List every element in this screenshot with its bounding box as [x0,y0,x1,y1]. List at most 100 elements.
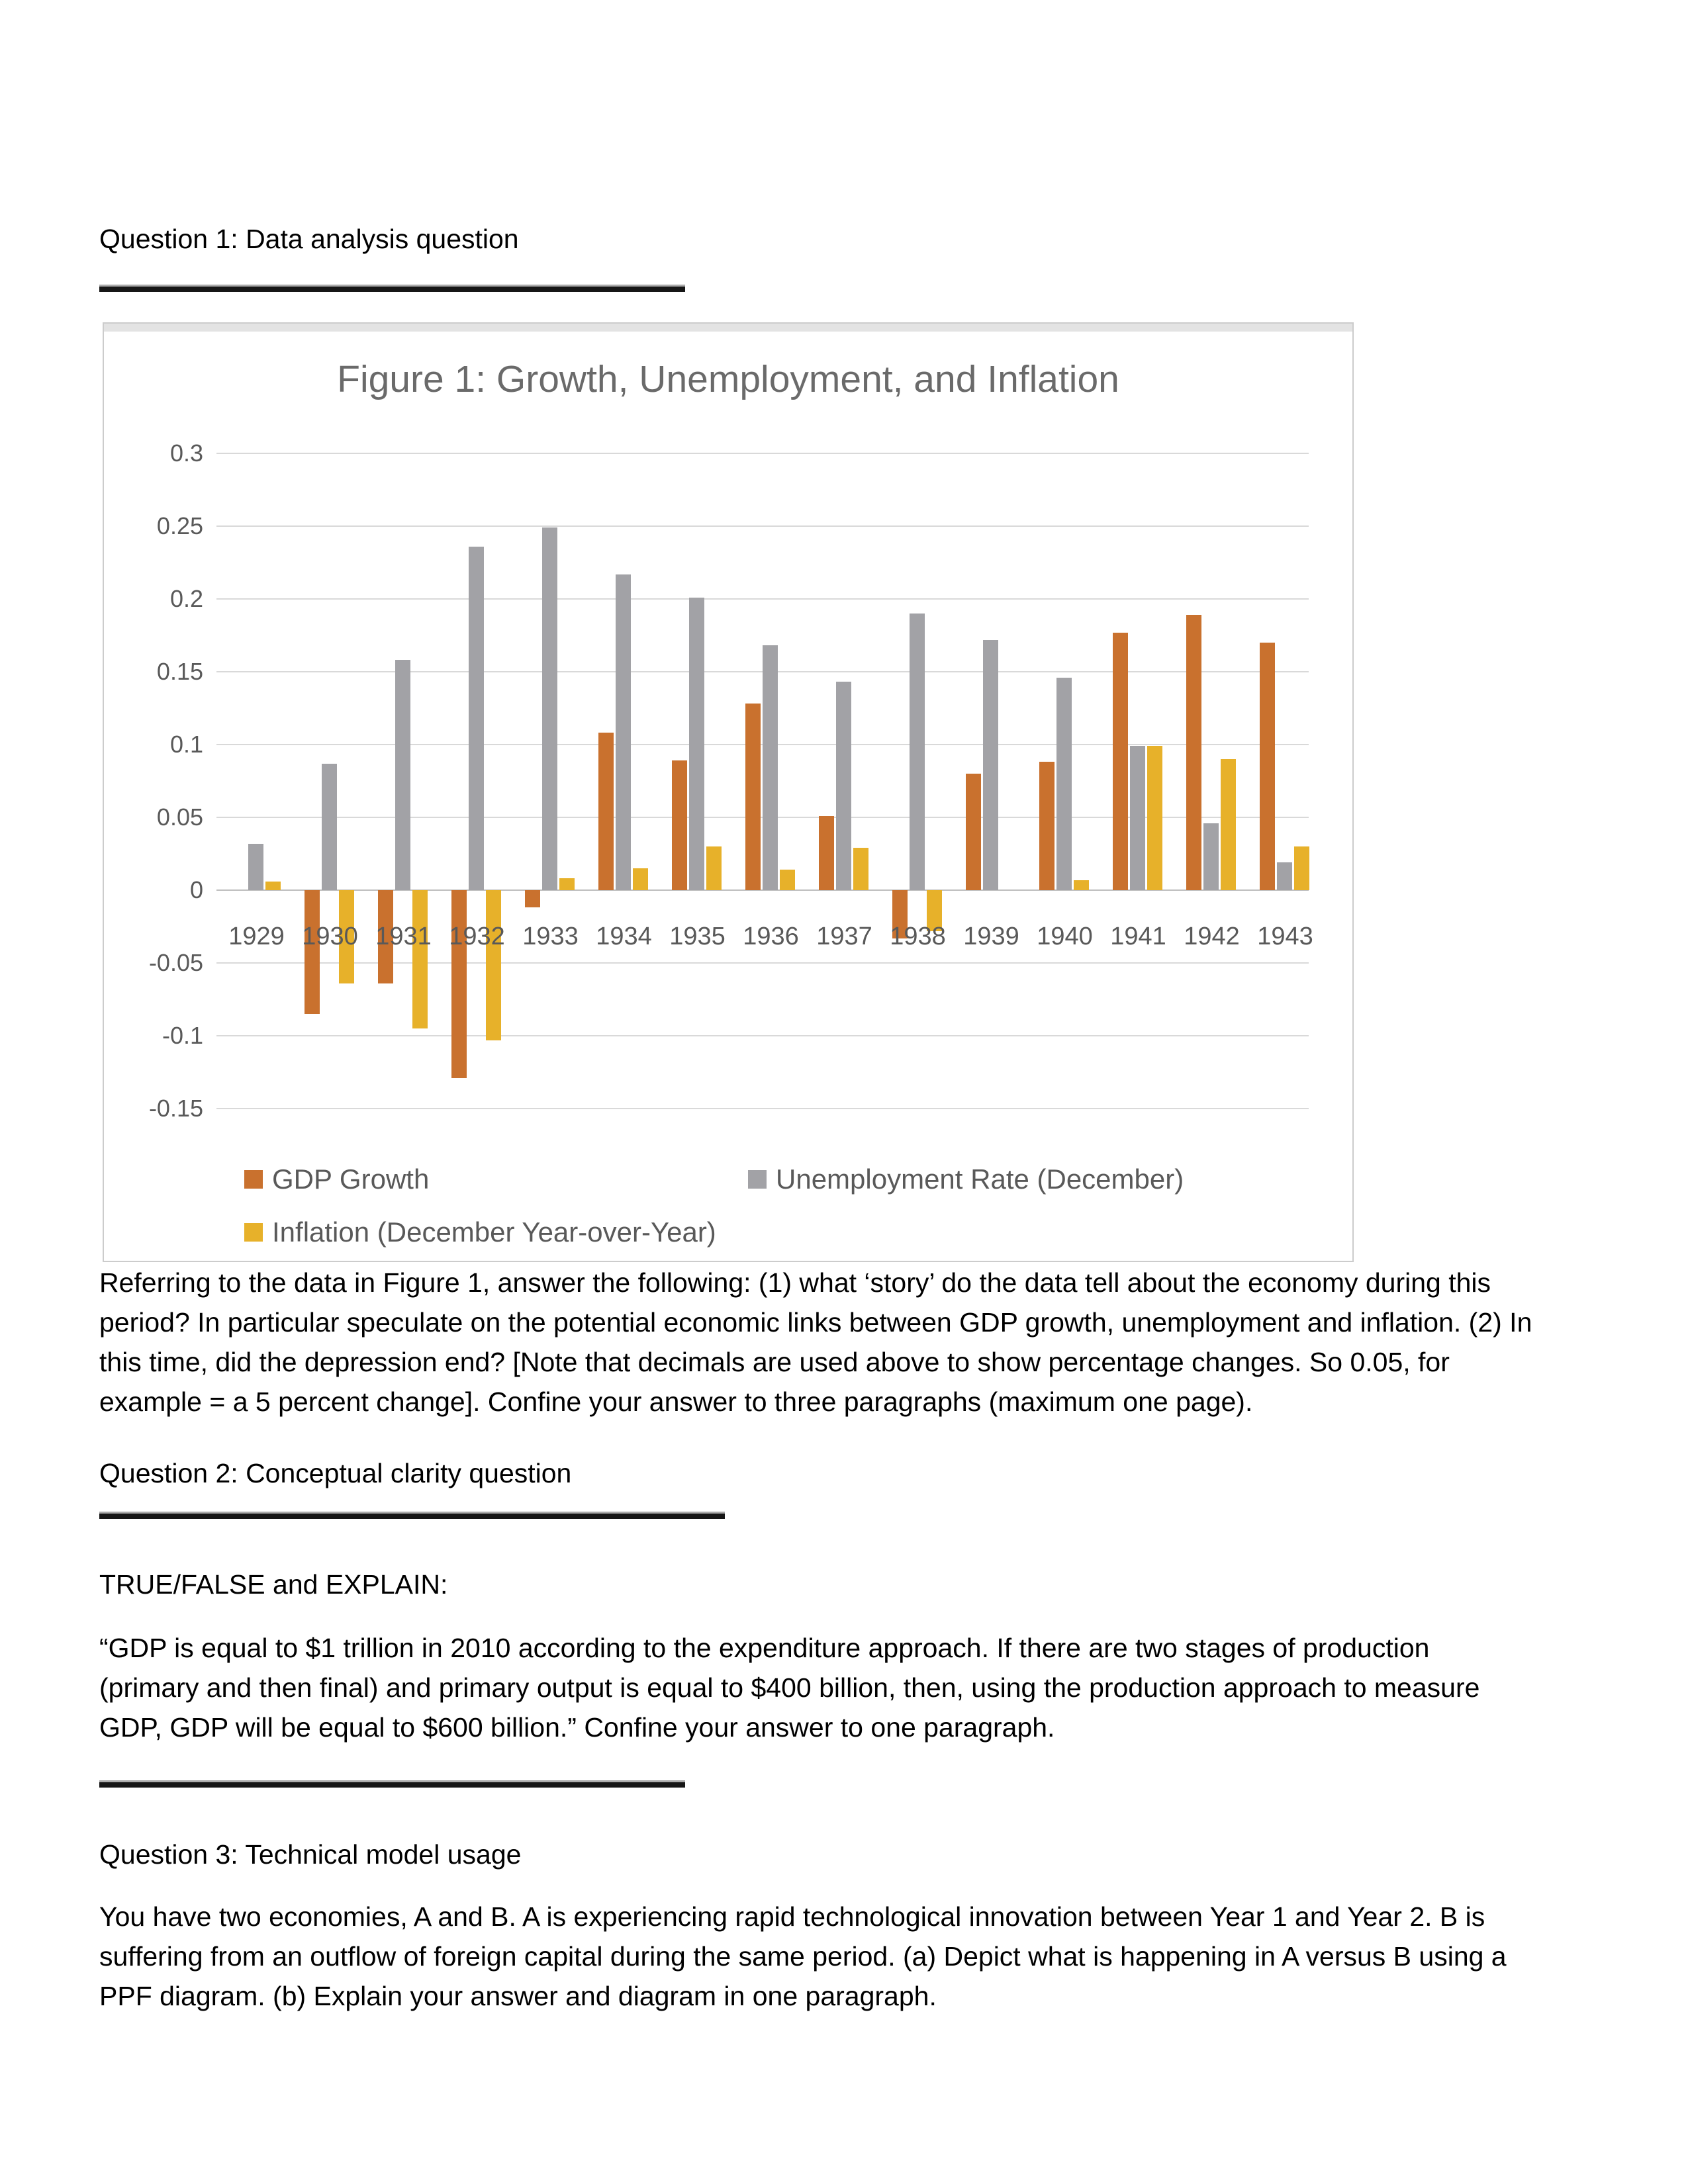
x-axis-label: 1932 [449,923,505,950]
y-axis-label: 0.25 [156,512,203,539]
bar-gdp-1936 [745,704,761,890]
bar-gdp-1937 [819,815,834,890]
y-axis-label: -0.15 [148,1095,203,1122]
gridline [216,1035,1309,1036]
bar-inflation-1937 [853,848,868,890]
bar-gdp-1935 [672,760,687,890]
bar-unemployment-1940 [1056,677,1072,890]
legend-swatch-inflation [244,1223,263,1242]
x-axis-label: 1935 [669,923,726,950]
bar-gdp-1931 [378,890,393,983]
text-line: this time, did the depression end? [Note… [99,1347,1450,1377]
x-axis-label: 1941 [1110,923,1166,950]
bar-inflation-1930 [339,890,354,983]
y-axis-label: 0.3 [169,439,203,467]
bar-gdp-1930 [305,890,320,1014]
y-axis-label: -0.1 [162,1022,203,1049]
bar-inflation-1929 [265,881,281,890]
gridline [216,598,1309,600]
text-line: GDP, GDP will be equal to $600 billion.”… [99,1712,1055,1743]
gridline [216,453,1309,454]
text-line: You have two economies, A and B. A is ex… [99,1901,1485,1932]
x-axis-label: 1940 [1037,923,1093,950]
question-3-heading: Question 3: Technical model usage [99,1839,522,1870]
bar-unemployment-1941 [1130,746,1145,890]
bar-unemployment-1936 [763,645,778,890]
bar-gdp-1942 [1186,615,1201,890]
x-axis-label: 1942 [1184,923,1240,950]
question-3-paragraph: You have two economies, A and B. A is ex… [99,1897,1507,2016]
true-false-heading: TRUE/FALSE and EXPLAIN: [99,1569,448,1600]
bar-gdp-1939 [966,774,981,890]
bar-unemployment-1943 [1277,862,1292,890]
bar-inflation-1932 [486,890,501,1040]
bar-unemployment-1935 [689,597,704,890]
gridline [216,525,1309,527]
text-line: PPF diagram. (b) Explain your answer and… [99,1981,937,2011]
bar-unemployment-1942 [1203,823,1219,890]
bar-unemployment-1938 [910,614,925,890]
legend-swatch-gdp-growth [244,1170,263,1189]
horizontal-rule-3 [99,1780,685,1788]
bar-unemployment-1934 [616,574,631,890]
horizontal-rule-2 [99,1512,725,1519]
figure-top-border [104,324,1352,332]
x-axis-label: 1937 [816,923,872,950]
gridline [216,1108,1309,1109]
text-line: “GDP is equal to $1 trillion in 2010 acc… [99,1633,1430,1663]
y-axis-label: 0.05 [156,803,203,831]
x-axis-label: 1929 [228,923,285,950]
bar-gdp-1932 [451,890,467,1078]
bar-inflation-1940 [1074,880,1089,890]
bar-inflation-1933 [559,878,575,890]
bar-unemployment-1930 [322,763,337,890]
legend-label-gdp-growth: GDP Growth [272,1163,430,1195]
question-1-paragraph: Referring to the data in Figure 1, answe… [99,1263,1532,1422]
question-1-heading: Question 1: Data analysis question [99,224,519,254]
text-line: (primary and then final) and primary out… [99,1672,1480,1703]
figure-1-chart: Figure 1: Growth, Unemployment, and Infl… [103,322,1354,1262]
question-2-heading: Question 2: Conceptual clarity question [99,1458,572,1488]
x-axis-label: 1934 [596,923,652,950]
y-axis-label: 0.2 [169,585,203,612]
chart-title: Figure 1: Growth, Unemployment, and Infl… [337,358,1119,400]
x-axis-label: 1938 [890,923,946,950]
x-axis-label: 1936 [743,923,799,950]
x-axis-label: 1943 [1257,923,1313,950]
bar-inflation-1931 [412,890,428,1028]
bar-unemployment-1932 [469,546,484,890]
x-axis-label: 1931 [375,923,432,950]
text-line: period? In particular speculate on the p… [99,1307,1532,1338]
legend-swatch-unemployment-rate [748,1170,767,1189]
bar-inflation-1938 [927,890,942,931]
bar-unemployment-1939 [983,639,998,890]
legend-label-unemployment-rate: Unemployment Rate (December) [776,1163,1184,1195]
y-axis-label: 0 [189,876,203,903]
bar-unemployment-1933 [542,527,557,890]
bar-gdp-1938 [892,890,908,938]
bar-gdp-1943 [1260,643,1275,890]
bar-inflation-1942 [1221,759,1236,890]
bar-inflation-1936 [780,870,795,890]
x-axis-label: 1930 [302,923,358,950]
bar-inflation-1941 [1147,746,1162,890]
bar-gdp-1941 [1113,632,1128,890]
bar-inflation-1935 [706,846,722,890]
bar-unemployment-1929 [248,843,263,890]
gridline [216,962,1309,964]
bar-inflation-1934 [633,868,648,890]
bar-unemployment-1937 [836,682,851,890]
x-axis-line [216,889,1309,891]
bar-gdp-1934 [598,733,614,890]
y-axis-label: -0.05 [148,949,203,976]
x-axis-label: 1933 [522,923,579,950]
y-axis-label: 0.15 [156,658,203,685]
legend-label-inflation: Inflation (December Year-over-Year) [272,1216,716,1248]
x-axis-label: 1939 [963,923,1019,950]
y-axis-label: 0.1 [169,731,203,758]
text-line: suffering from an outflow of foreign cap… [99,1941,1507,1972]
bar-gdp-1933 [525,890,540,908]
text-line: example = a 5 percent change]. Confine y… [99,1387,1253,1417]
text-line: Referring to the data in Figure 1, answe… [99,1267,1491,1298]
